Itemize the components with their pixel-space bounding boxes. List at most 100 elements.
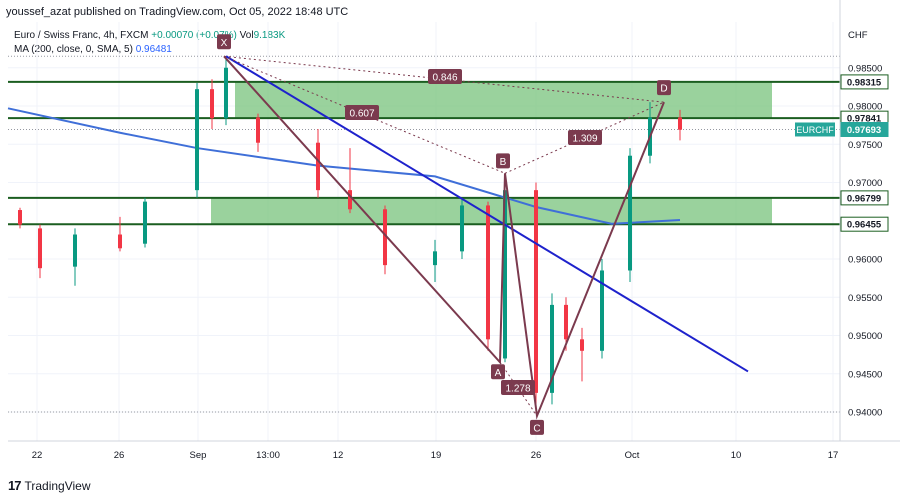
y-tick-label: 0.98500 [848, 63, 882, 74]
trend-line [225, 55, 749, 373]
price-axis-value: 0.97841 [847, 114, 882, 125]
xabcd-pattern [223, 55, 665, 420]
axes-layer: 0.98500 0.98000 0.97500 0.97000 0.96000 0.955… [8, 0, 900, 461]
x-tick-label: 26 [114, 450, 125, 461]
pattern-point-label: D [660, 84, 667, 95]
ratio-badge [568, 130, 602, 145]
y-tick-label: 0.98000 [848, 102, 882, 113]
ratio-label: 0.846 [432, 73, 457, 84]
x-tick-label: 13:00 [256, 450, 280, 461]
price-change: +0.00070 (+0.07%) [151, 30, 237, 41]
x-tick-label: 10 [731, 450, 742, 461]
candle-body [348, 190, 352, 210]
brand-name: TradingView [24, 478, 91, 493]
candle-body [648, 117, 652, 156]
candle-body [143, 201, 147, 244]
x-tick-label: 26 [531, 450, 542, 461]
candle-body [73, 234, 77, 267]
tradingview-logo[interactable]: 17 TradingView [8, 478, 91, 493]
candle-body [383, 209, 387, 266]
x-tick-label: Oct [625, 450, 640, 461]
pattern-ratio-line [504, 101, 665, 174]
candle-body [195, 89, 199, 191]
candle-body [678, 117, 682, 130]
supply-demand-zone [211, 197, 772, 225]
currency-label: CHF [848, 30, 868, 41]
moving-average-line [7, 107, 681, 225]
pattern-point-label: C [533, 423, 540, 434]
pattern-point-badge [657, 80, 671, 96]
ma-layer [7, 107, 681, 225]
pattern-point-label: B [500, 157, 507, 168]
candle-body [460, 205, 464, 252]
ratio-label: 0.607 [349, 109, 374, 120]
zone-layer [8, 80, 840, 226]
ticker-label: EURCHF [796, 125, 834, 135]
ma-label: MA (200, close, 0, SMA, 5) [14, 44, 133, 55]
y-tick-label: 0.97500 [848, 140, 882, 151]
ratio-label: 1.309 [572, 134, 597, 145]
symbol-legend: Euro / Swiss Franc, 4h, FXCM +0.00070 (+… [14, 30, 285, 41]
ratio-badge [428, 69, 462, 84]
pattern-point-badge [496, 153, 510, 169]
price-axis-label [840, 74, 889, 90]
y-tick-label: 0.94500 [848, 369, 882, 380]
ratio-label: 1.278 [505, 384, 530, 395]
y-tick-label: 0.96000 [848, 255, 882, 266]
pattern-point-badge [491, 364, 505, 380]
x-tick-label: 19 [431, 450, 442, 461]
price-axis-label [840, 121, 889, 137]
symbol-name: Euro / Swiss Franc, 4h, FXCM [14, 30, 149, 41]
price-axis-value: 0.96455 [847, 220, 882, 231]
x-tick-label: 22 [32, 450, 43, 461]
candle-body [486, 205, 490, 340]
candle-body [38, 228, 42, 269]
x-tick-label: 17 [828, 450, 839, 461]
candle-layer [18, 56, 682, 412]
price-axis-label [840, 110, 889, 126]
y-tick-label: 0.95500 [848, 293, 882, 304]
candle-body [564, 304, 568, 340]
ratio-badge [345, 105, 379, 120]
x-tick-label: Sep [190, 450, 207, 461]
pattern-point-label: A [495, 368, 502, 379]
pattern-ratio-line [223, 55, 506, 174]
x-tick-label: 12 [333, 450, 344, 461]
price-axis-value: 0.98315 [847, 77, 882, 88]
candle-body [550, 304, 554, 393]
pattern-ratio-line [499, 361, 538, 417]
candle-body [433, 251, 437, 266]
price-axis-label [840, 216, 889, 232]
price-axis-label [840, 190, 889, 206]
candle-body [224, 67, 228, 119]
candle-body [503, 190, 507, 359]
candle-body [600, 270, 604, 351]
candle-body [210, 89, 214, 119]
volume-label: Vol [239, 30, 254, 41]
candle-body [256, 117, 260, 143]
y-tick-label: 0.94000 [848, 408, 882, 419]
candle-body [18, 210, 22, 225]
volume-value: 9.183K [253, 30, 286, 41]
price-axis-value: 0.97693 [847, 125, 881, 136]
grid-layer [8, 22, 840, 441]
pattern-point-badge [530, 419, 544, 435]
price-axis-value: 0.96799 [847, 193, 881, 204]
y-tick-label: 0.97000 [848, 178, 882, 189]
ma-value: 0.96481 [135, 44, 172, 55]
y-tick-label: 0.95000 [848, 331, 882, 342]
supply-demand-zone [235, 81, 772, 119]
candle-body [316, 142, 320, 191]
ratio-badge [501, 380, 535, 395]
ma-legend: MA (200, close, 0, SMA, 5) 0.96481 [14, 44, 172, 55]
pattern-ratio-line [223, 55, 665, 103]
candle-body [628, 155, 632, 271]
publisher-line: youssef_azat published on TradingView.co… [6, 6, 349, 18]
tv-logo-icon: 17 [8, 478, 22, 493]
candle-body [534, 190, 538, 393]
ticker-badge [795, 122, 835, 137]
candle-body [580, 339, 584, 351]
candle-body [118, 234, 122, 249]
